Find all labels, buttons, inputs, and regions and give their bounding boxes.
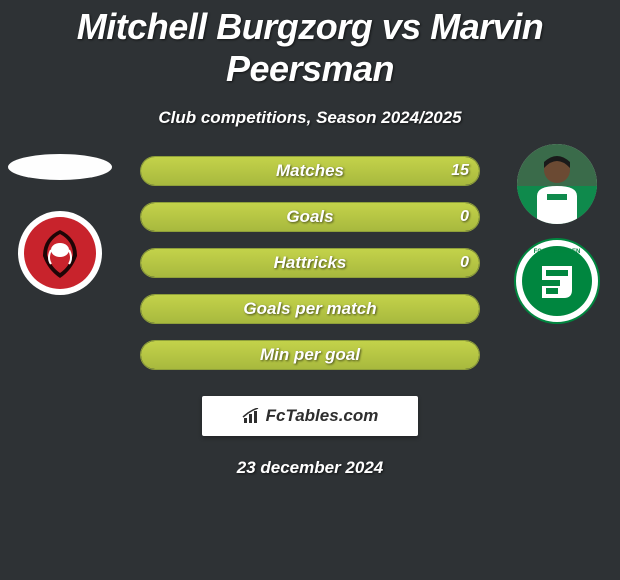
watermark-text: FcTables.com [266, 406, 379, 426]
stat-value-right: 0 [460, 249, 469, 277]
club-left-badge [17, 210, 103, 296]
page-title: Mitchell Burgzorg vs Marvin Peersman [0, 0, 620, 90]
stat-row: Goals per match [140, 294, 480, 324]
svg-text:FC GRONINGEN: FC GRONINGEN [534, 249, 581, 255]
stat-row: Hattricks0 [140, 248, 480, 278]
club-right-badge: FC GRONINGEN [514, 238, 600, 324]
stat-label: Matches [141, 157, 479, 185]
stat-label: Goals per match [141, 295, 479, 323]
subtitle: Club competitions, Season 2024/2025 [0, 108, 620, 128]
player-left-avatar [8, 154, 112, 180]
stat-row: Goals0 [140, 202, 480, 232]
stat-value-right: 15 [451, 157, 469, 185]
player-right-column: FC GRONINGEN [514, 144, 600, 324]
stat-row: Matches15 [140, 156, 480, 186]
watermark: FcTables.com [202, 396, 418, 436]
comparison-panel: Matches15Goals0Hattricks0Goals per match… [0, 156, 620, 386]
stat-label: Hattricks [141, 249, 479, 277]
stat-label: Min per goal [141, 341, 479, 369]
date-label: 23 december 2024 [0, 458, 620, 478]
stat-bars: Matches15Goals0Hattricks0Goals per match… [140, 156, 480, 386]
player-left-column [8, 144, 112, 296]
stat-label: Goals [141, 203, 479, 231]
stat-row: Min per goal [140, 340, 480, 370]
player-right-avatar [517, 144, 597, 224]
stat-value-right: 0 [460, 203, 469, 231]
chart-icon [242, 408, 262, 424]
